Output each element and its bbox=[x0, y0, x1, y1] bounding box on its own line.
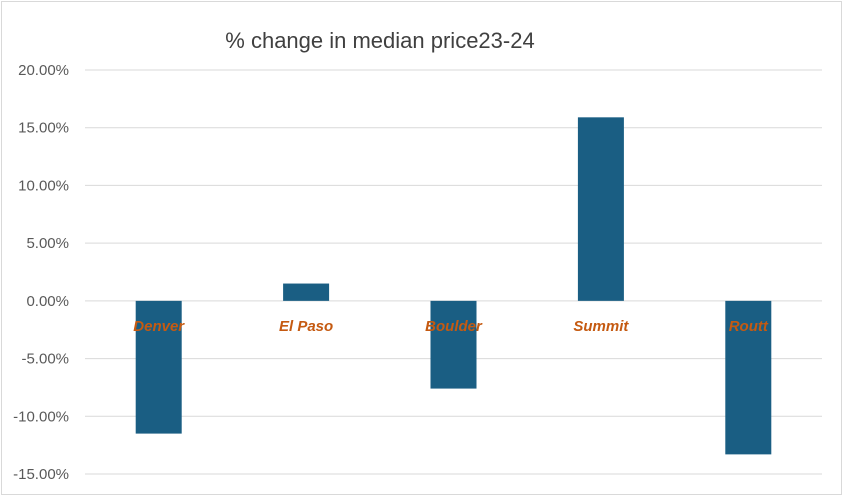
category-label: Summit bbox=[573, 318, 629, 335]
bar-boulder bbox=[430, 300, 477, 389]
bar-routt bbox=[725, 300, 772, 455]
category-label: Boulder bbox=[425, 318, 483, 335]
bar-el-paso bbox=[283, 283, 330, 301]
y-tick-label: 10.00% bbox=[18, 177, 69, 194]
y-tick-label: -5.00% bbox=[21, 351, 69, 368]
category-label: El Paso bbox=[279, 318, 333, 335]
y-axis-tick-labels: 20.00% 15.00% 10.00% 5.00% 0.00% -5.00% -10.00… bbox=[13, 62, 69, 483]
y-tick-label: -15.00% bbox=[13, 466, 69, 483]
bar-summit bbox=[577, 117, 624, 301]
category-labels: Denver El Paso Boulder Summit Routt bbox=[133, 318, 769, 335]
chart-title: % change in median price23-24 bbox=[225, 28, 535, 53]
bar-denver bbox=[135, 300, 182, 434]
y-tick-label: 20.00% bbox=[18, 62, 69, 79]
category-label: Denver bbox=[133, 318, 185, 335]
y-tick-label: -10.00% bbox=[13, 408, 69, 425]
y-tick-label: 0.00% bbox=[26, 293, 69, 310]
y-tick-label: 5.00% bbox=[26, 235, 69, 252]
bars bbox=[135, 117, 772, 455]
gridlines bbox=[85, 69, 822, 475]
y-tick-label: 15.00% bbox=[18, 120, 69, 137]
category-label: Routt bbox=[729, 318, 769, 335]
